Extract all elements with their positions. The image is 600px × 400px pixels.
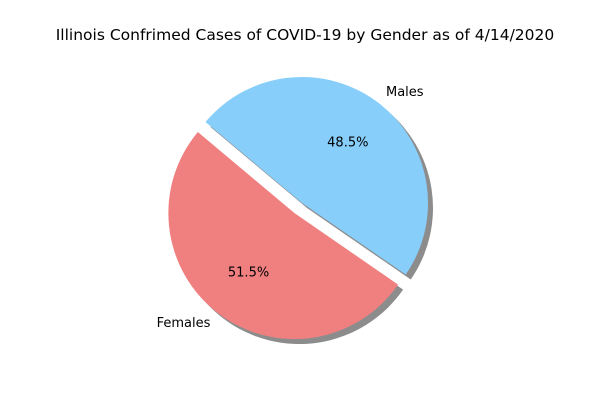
slice-females bbox=[168, 132, 399, 340]
slice-males bbox=[205, 76, 429, 275]
slice-label-females: Females bbox=[157, 316, 211, 331]
slice-labels: Females 51.5% Males 48.5% bbox=[157, 85, 424, 331]
slice-label-males: Males bbox=[386, 85, 424, 100]
chart-title: Illinois Confrimed Cases of COVID-19 by … bbox=[56, 26, 555, 44]
slices bbox=[168, 76, 429, 340]
slice-pct-females: 51.5% bbox=[228, 266, 269, 281]
slice-pct-males: 48.5% bbox=[327, 135, 368, 150]
